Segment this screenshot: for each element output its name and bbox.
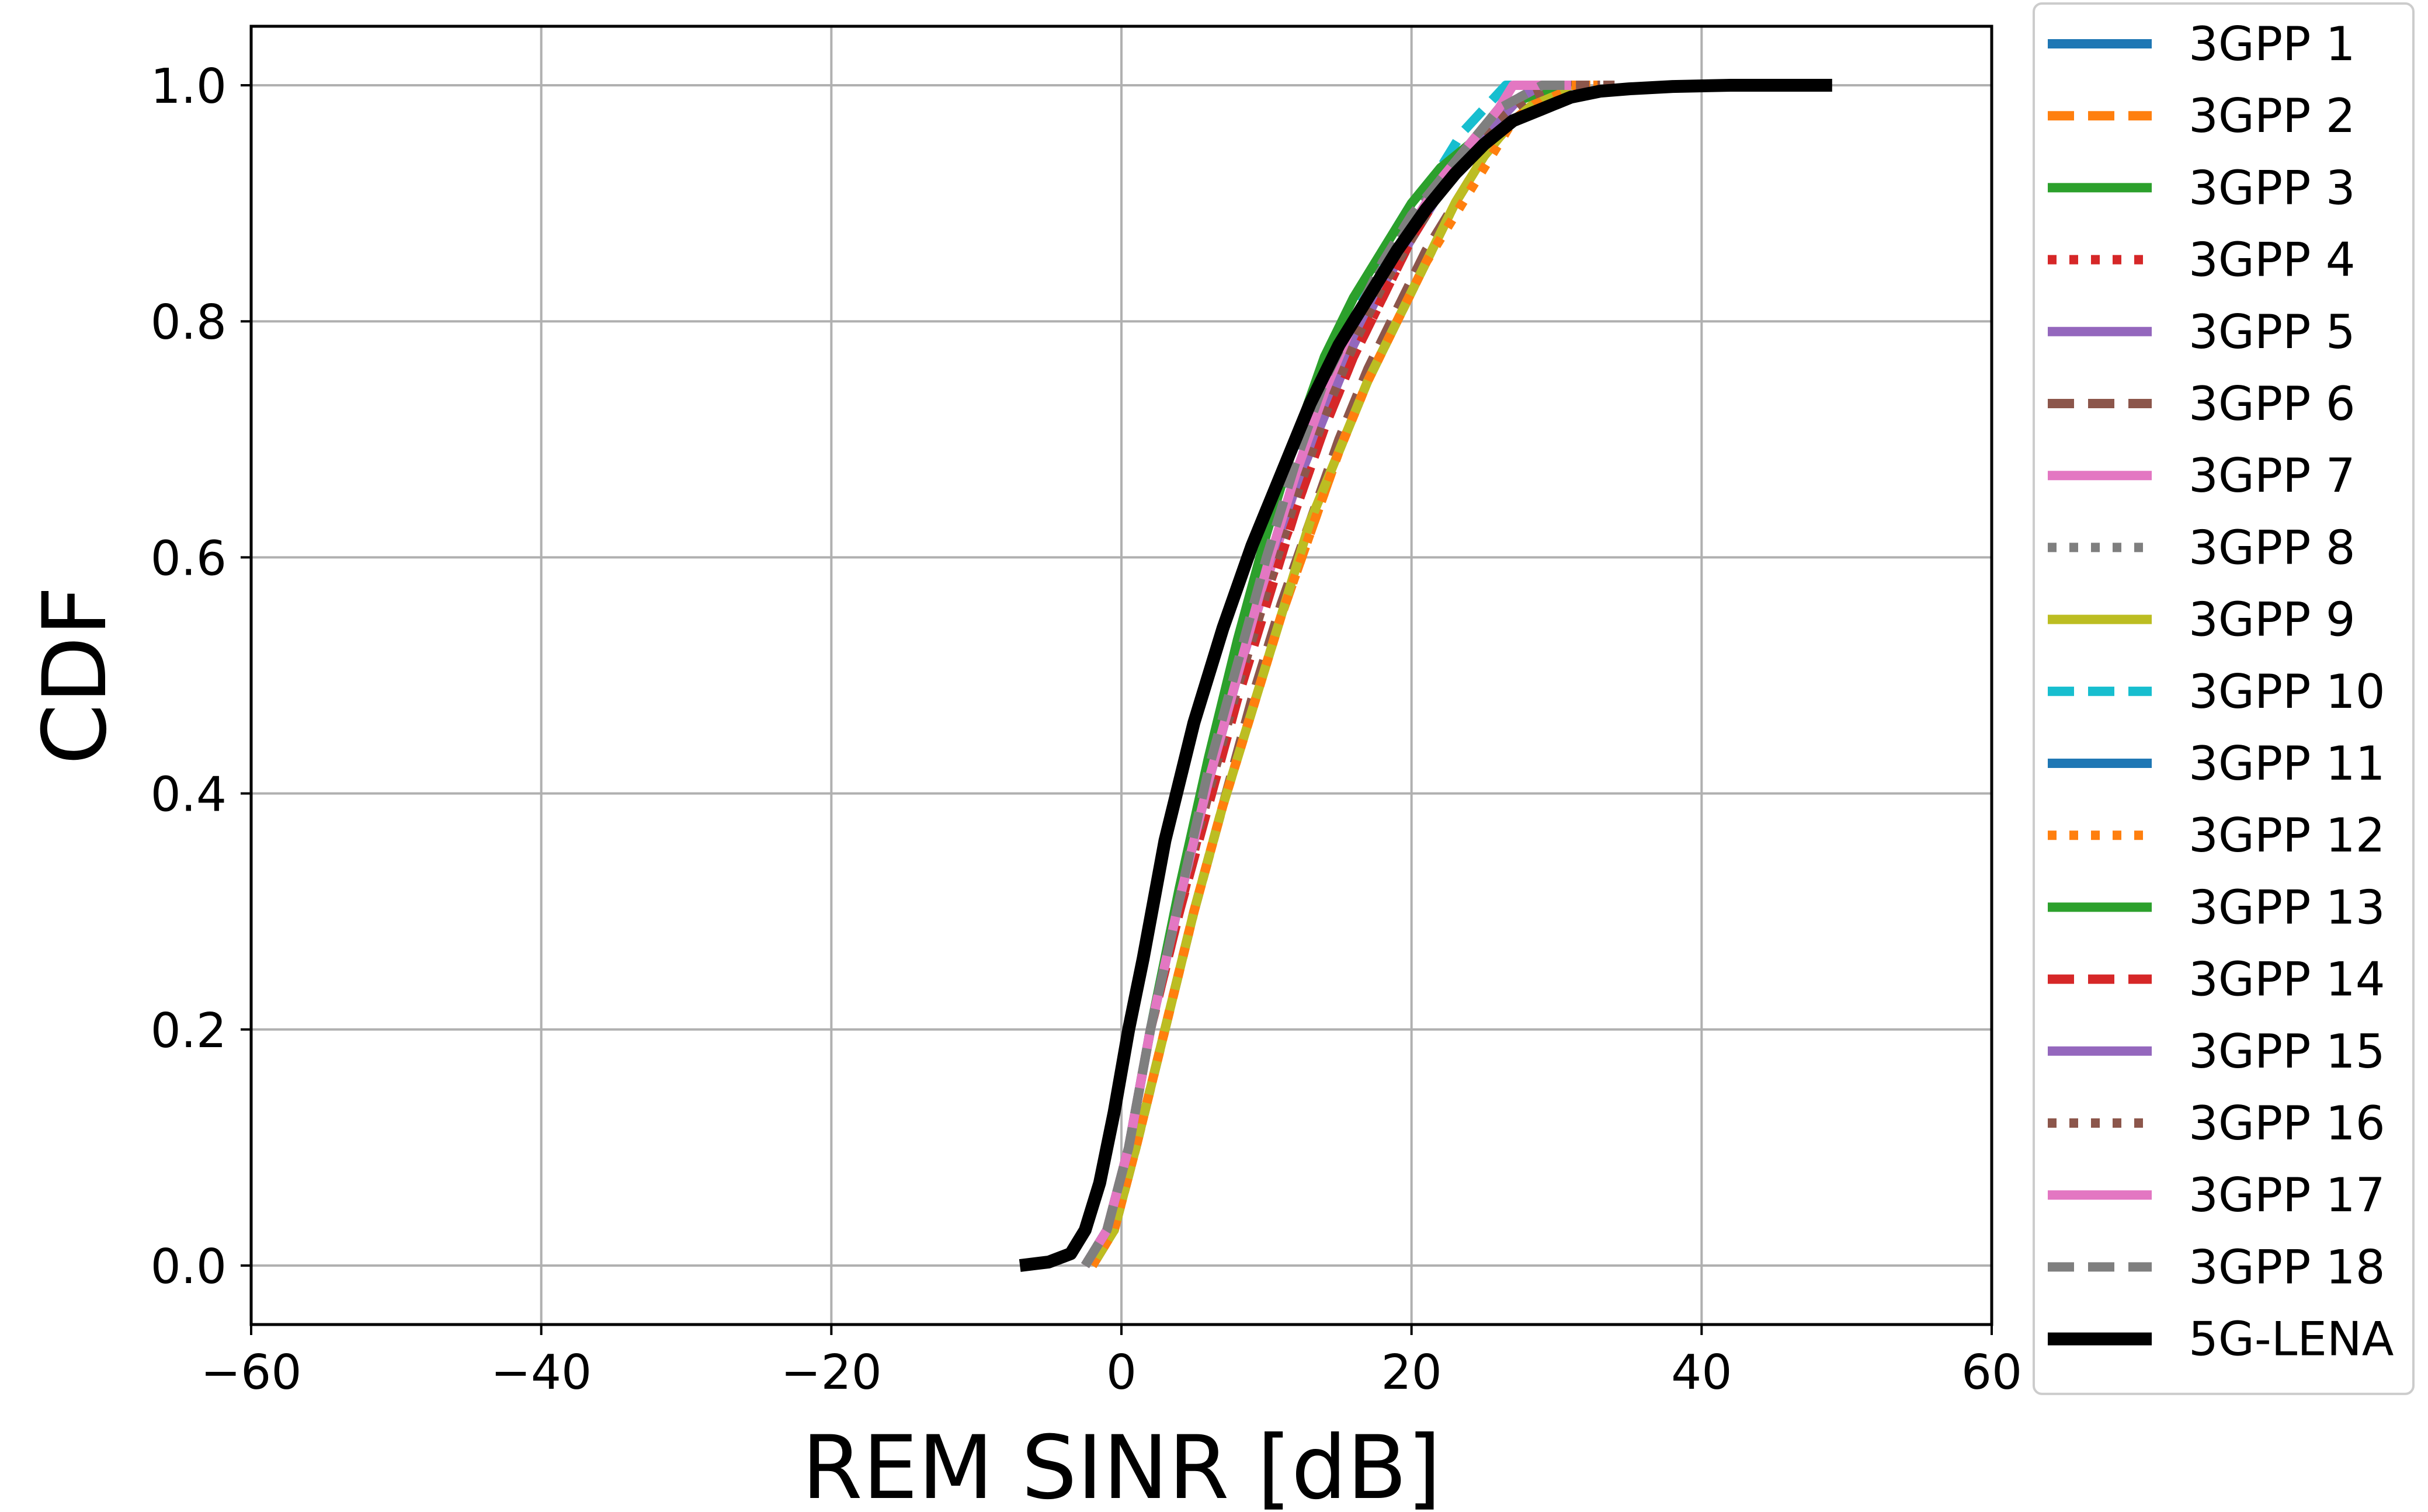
y-tick-label: 1.0 <box>151 59 227 114</box>
y-tick-label: 0.0 <box>151 1239 227 1295</box>
series-line-3gpp-7 <box>1081 81 1571 1268</box>
series-line-3gpp-13 <box>1081 81 1571 1268</box>
legend-box <box>2033 2 2415 1395</box>
series-line-3gpp-4 <box>1081 81 1571 1268</box>
legend-label: 3GPP 3 <box>2189 161 2356 215</box>
series-line-3gpp-5 <box>1081 81 1571 1268</box>
legend-label: 3GPP 11 <box>2189 736 2385 791</box>
legend-label: 3GPP 1 <box>2189 17 2356 71</box>
x-tick-label: 0 <box>1106 1345 1137 1400</box>
legend-label: 3GPP 5 <box>2189 305 2356 359</box>
series-line-3gpp-2 <box>1088 81 1600 1268</box>
legend-label: 3GPP 2 <box>2189 89 2356 143</box>
series-line-3gpp-3 <box>1081 81 1571 1268</box>
series-line-3gpp-9 <box>1088 81 1573 1268</box>
y-tick-label: 0.6 <box>151 531 227 586</box>
series-line-3gpp-8 <box>1081 81 1571 1268</box>
series-line-5g-lena <box>1019 79 1832 1272</box>
x-tick-label: −40 <box>491 1345 592 1400</box>
legend-label: 3GPP 4 <box>2189 233 2356 287</box>
legend-label: 3GPP 7 <box>2189 449 2356 503</box>
series-line-3gpp-16 <box>1081 81 1600 1268</box>
legend-label: 3GPP 16 <box>2189 1096 2385 1150</box>
legend-label: 3GPP 6 <box>2189 377 2356 431</box>
series-line-3gpp-12 <box>1088 81 1600 1268</box>
series-line-3gpp-17 <box>1081 81 1571 1268</box>
series-line-3gpp-6 <box>1088 81 1615 1268</box>
y-axis-label: CDF <box>25 586 126 765</box>
legend-label: 5G-LENA <box>2189 1312 2394 1367</box>
legend-label: 3GPP 12 <box>2189 808 2385 863</box>
x-tick-label: 60 <box>1961 1345 2022 1400</box>
legend: 3GPP 1 3GPP 2 3GPP 3 3GPP 4 3GPP 5 3GPP 6 3GPP… <box>2033 2 2415 1395</box>
series-line-3gpp-18 <box>1081 81 1571 1268</box>
series-line-3gpp-10 <box>1081 81 1557 1268</box>
legend-label: 3GPP 15 <box>2189 1024 2385 1079</box>
x-tick-label: 40 <box>1671 1345 1732 1400</box>
grid-lines <box>250 26 1993 1325</box>
series-line-3gpp-14 <box>1081 81 1571 1268</box>
y-tick-label: 0.4 <box>151 767 227 823</box>
x-tick-label: −60 <box>200 1345 301 1400</box>
x-axis-label: REM SINR [dB] <box>802 1417 1441 1512</box>
y-tick-label: 0.8 <box>151 295 227 350</box>
series-line-3gpp-1 <box>1081 81 1571 1268</box>
legend-label: 3GPP 8 <box>2189 520 2356 575</box>
legend-label: 3GPP 10 <box>2189 665 2385 719</box>
legend-label: 3GPP 9 <box>2189 593 2356 647</box>
series-line-3gpp-11 <box>1081 81 1571 1268</box>
legend-label: 3GPP 13 <box>2189 880 2385 934</box>
legend-label: 3GPP 17 <box>2189 1168 2385 1222</box>
y-tick-label: 0.2 <box>151 1003 227 1059</box>
legend-label: 3GPP 18 <box>2189 1240 2385 1294</box>
legend-label: 3GPP 14 <box>2189 953 2385 1007</box>
x-tick-label: 20 <box>1381 1345 1441 1400</box>
data-series <box>1019 79 1832 1272</box>
x-tick-label: −20 <box>781 1345 882 1400</box>
series-line-3gpp-15 <box>1081 81 1571 1268</box>
axis-ticks: −60 −40 −20 0 20 40 60 0.0 0.2 0.4 0.6 0.8 1.0 <box>151 59 2023 1400</box>
